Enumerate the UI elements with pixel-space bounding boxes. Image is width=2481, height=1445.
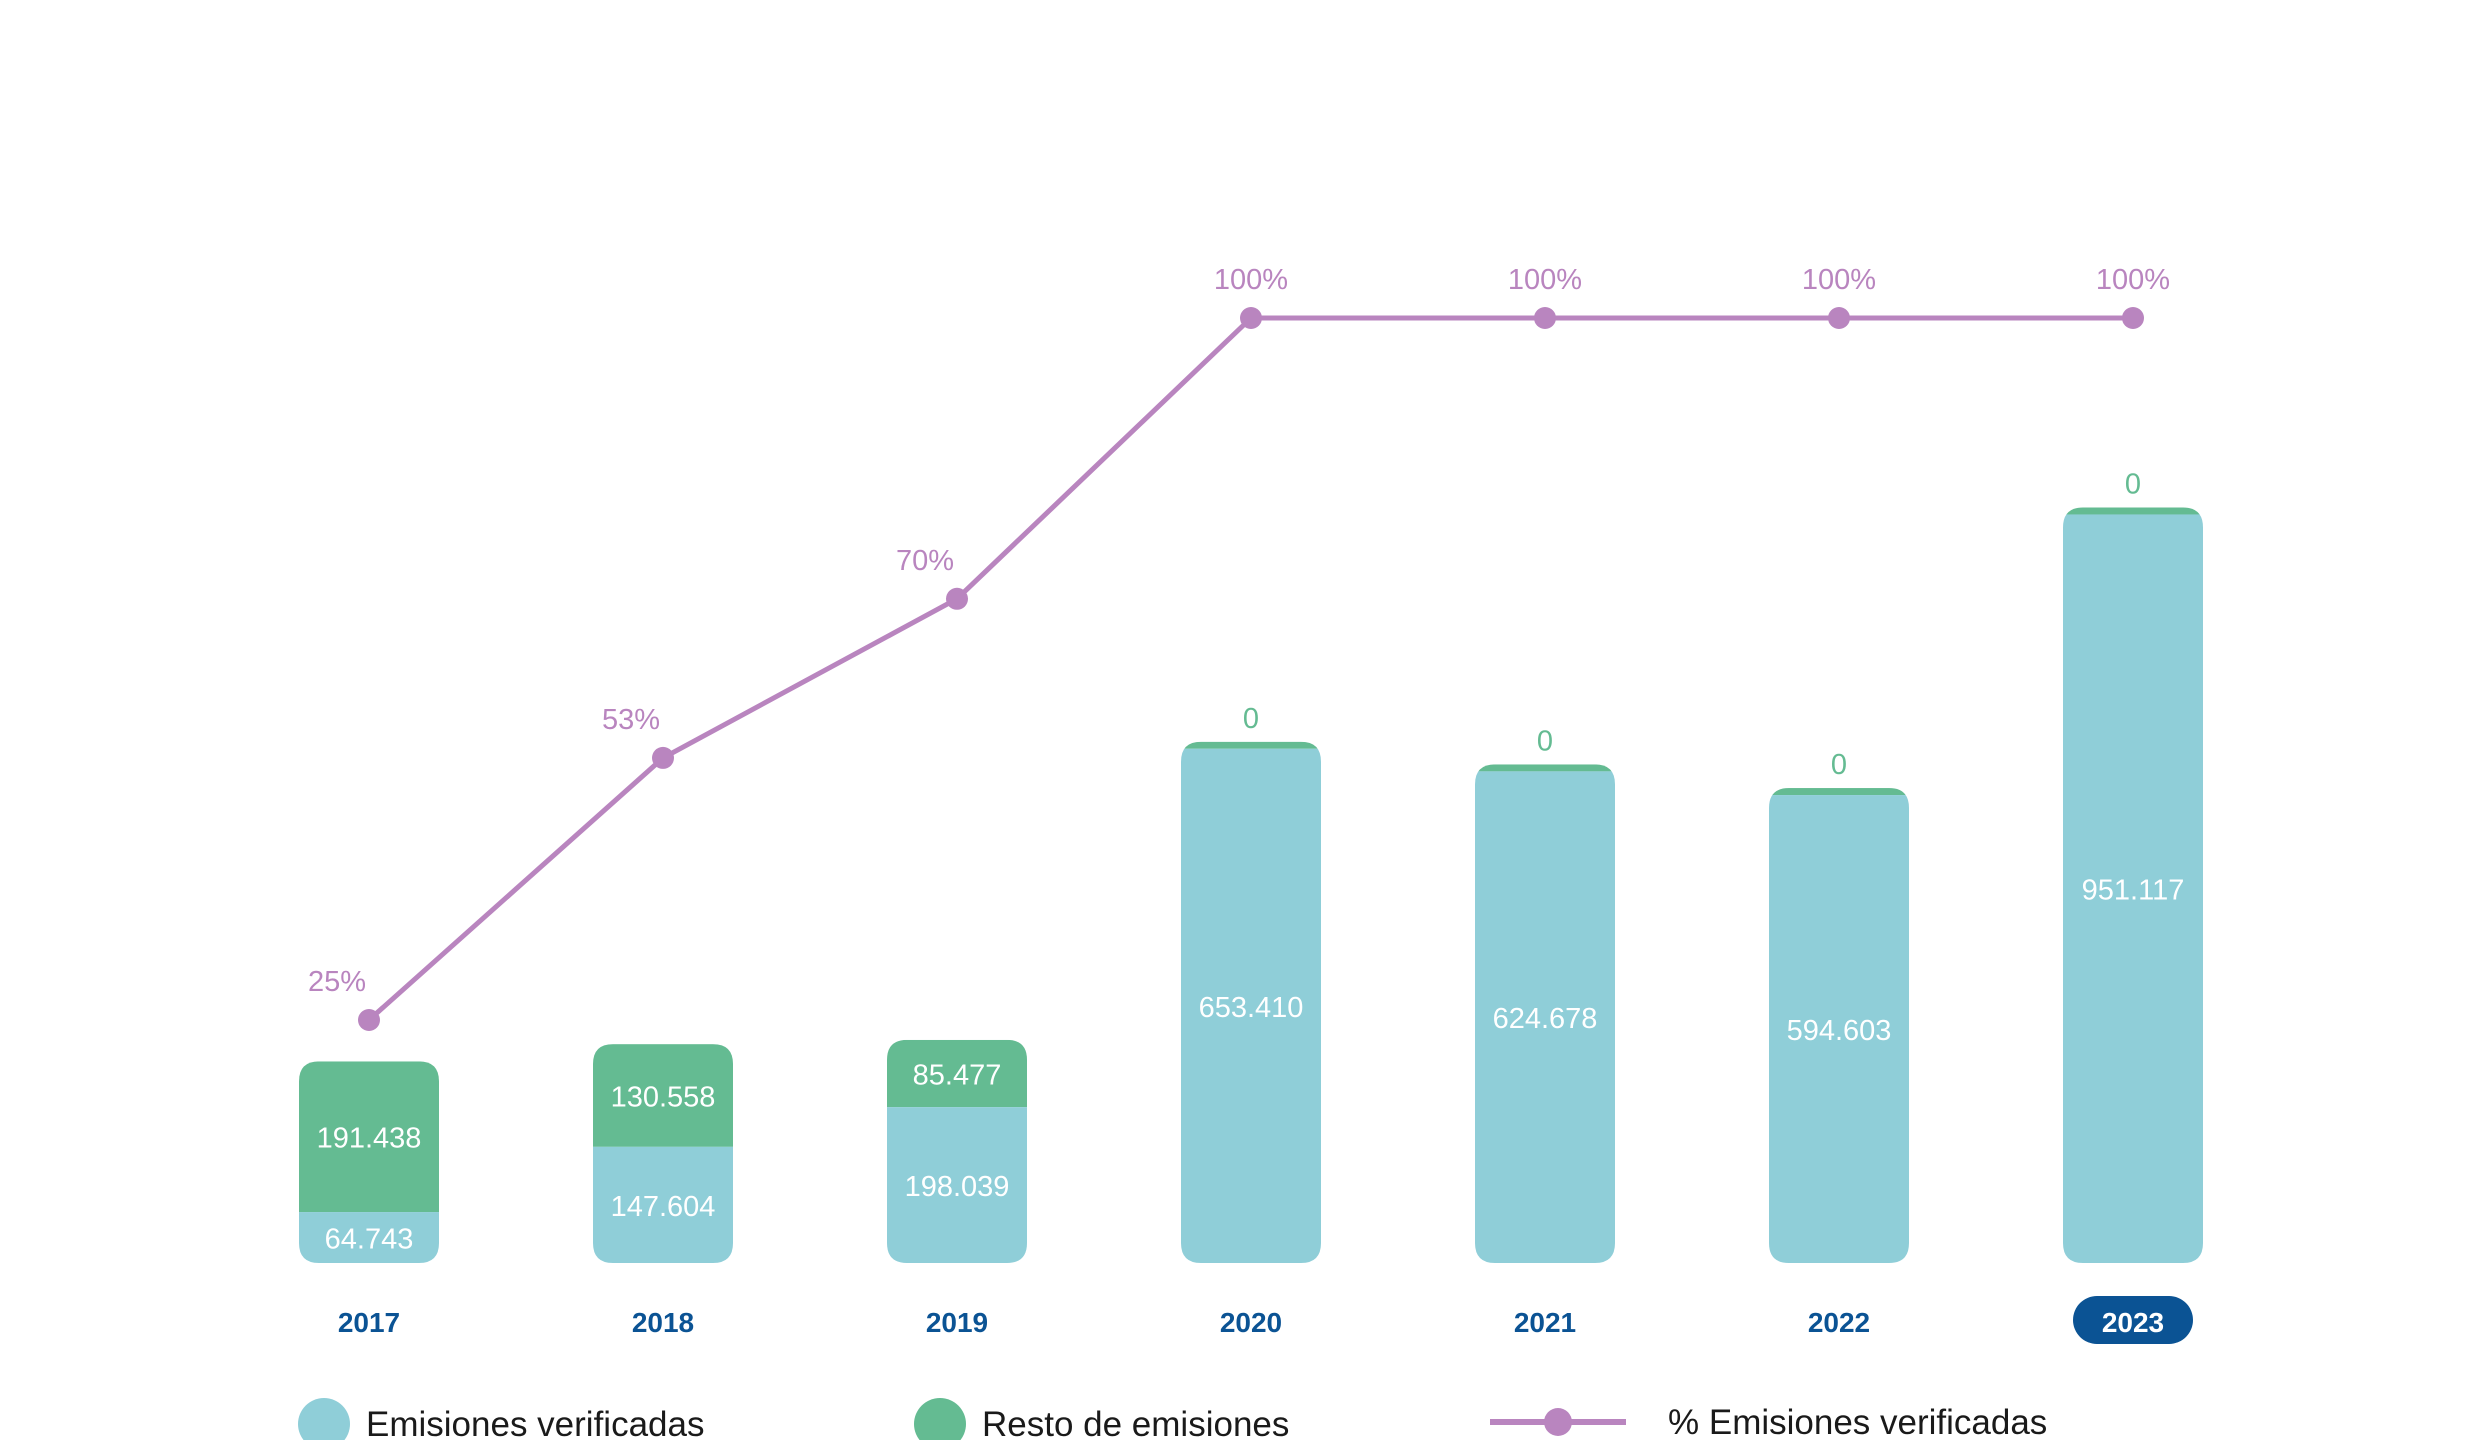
line-point (2122, 307, 2144, 329)
data-label-resto-emisiones: 0 (1243, 703, 1259, 735)
data-label-emisiones-verificadas: 198.039 (905, 1171, 1010, 1203)
bar-group-2019: 198.039 85.477 (887, 1039, 1027, 1263)
line-data-label: 70% (896, 545, 954, 577)
data-label-emisiones-verificadas: 951.117 (2082, 875, 2185, 907)
data-label-resto-emisiones: 0 (1537, 725, 1553, 757)
line-data-label: 100% (2096, 264, 2170, 296)
legend-swatch-resto-emisiones (914, 1398, 966, 1445)
data-label-emisiones-verificadas: 653.410 (1199, 992, 1304, 1024)
legend-swatch-emisiones-verificadas (298, 1398, 350, 1445)
bar-stack (593, 1044, 733, 1263)
bars-layer: 64.743 191.438 147.604 130.558 198.039 85.477… (299, 468, 2203, 1263)
bar-resto-emisiones (1181, 741, 1321, 749)
line-layer: 25% 53% 70% 100% 100% 100% 100% (308, 264, 2170, 1031)
bar-emisiones-verificadas (1181, 748, 1321, 1263)
legend-label-resto-emisiones: Resto de emisiones (982, 1405, 1289, 1440)
bar-emisiones-verificadas (593, 1146, 733, 1263)
data-label-resto-emisiones: 191.438 (317, 1123, 422, 1155)
line-data-label: 100% (1802, 264, 1876, 296)
legend-label-percent-verificadas: % Emisiones verificadas (1668, 1403, 2047, 1440)
bar-emisiones-verificadas (1769, 795, 1909, 1263)
legend: Emisiones verificadas Resto de emisiones%… (298, 1398, 2047, 1445)
line-data-label: 53% (602, 704, 660, 736)
bar-resto-emisiones (2063, 507, 2203, 515)
bar-stack (1181, 741, 1321, 1263)
bar-emisiones-verificadas (887, 1107, 1027, 1263)
bar-resto-emisiones (1475, 764, 1615, 772)
x-tick-label: 2019 (926, 1307, 988, 1338)
data-label-emisiones-verificadas: 594.603 (1787, 1015, 1892, 1047)
data-label-resto-emisiones: 0 (1831, 749, 1847, 781)
bar-stack (299, 1061, 439, 1263)
bar-group-2023: 951.117 0 (2063, 468, 2203, 1263)
category-highlight-pill (2073, 1296, 2193, 1344)
line-point (358, 1009, 380, 1031)
line-data-label: 100% (1214, 264, 1288, 296)
x-tick-label: 2020 (1220, 1307, 1282, 1338)
bar-emisiones-verificadas (1475, 771, 1615, 1263)
line-point (1828, 307, 1850, 329)
bar-group-2018: 147.604 130.558 (593, 1044, 733, 1263)
bar-resto-emisiones (593, 1044, 733, 1147)
x-tick-label: 2022 (1808, 1307, 1870, 1338)
bar-group-2020: 653.410 0 (1181, 703, 1321, 1263)
bar-resto-emisiones (1769, 788, 1909, 796)
data-label-resto-emisiones: 130.558 (611, 1081, 716, 1113)
x-tick-label: 2021 (1514, 1307, 1576, 1338)
legend-line-marker (1544, 1408, 1572, 1436)
bar-emisiones-verificadas (299, 1212, 439, 1263)
x-axis: 2017 2018 2019 2020 2021 2022 2023 (338, 1296, 2193, 1344)
line-point (1534, 307, 1556, 329)
bar-group-2022: 594.603 0 (1769, 749, 1909, 1263)
line-data-label: 100% (1508, 264, 1582, 296)
legend-label-emisiones-verificadas: Emisiones verificadas (366, 1405, 704, 1440)
x-tick-label: 2017 (338, 1307, 400, 1338)
bar-stack (1475, 764, 1615, 1263)
line-data-label: 25% (308, 966, 366, 998)
data-label-emisiones-verificadas: 624.678 (1493, 1003, 1598, 1035)
data-label-resto-emisiones: 85.477 (913, 1060, 1002, 1092)
bar-resto-emisiones (299, 1061, 439, 1213)
line-point (946, 587, 968, 610)
line-point (652, 746, 674, 769)
bar-resto-emisiones (887, 1039, 1027, 1108)
data-label-emisiones-verificadas: 64.743 (325, 1224, 414, 1256)
bar-stack (887, 1039, 1027, 1263)
line-point (1240, 307, 1262, 329)
bar-group-2021: 624.678 0 (1475, 725, 1615, 1263)
bar-stack (2063, 507, 2203, 1263)
data-label-emisiones-verificadas: 147.604 (611, 1191, 716, 1223)
bar-emisiones-verificadas (2063, 514, 2203, 1263)
bar-group-2017: 64.743 191.438 (299, 1061, 439, 1263)
bar-stack (1769, 788, 1909, 1263)
x-tick-label: 2018 (632, 1307, 694, 1338)
x-tick-label: 2023 (2102, 1307, 2164, 1338)
data-label-resto-emisiones: 0 (2125, 468, 2141, 500)
